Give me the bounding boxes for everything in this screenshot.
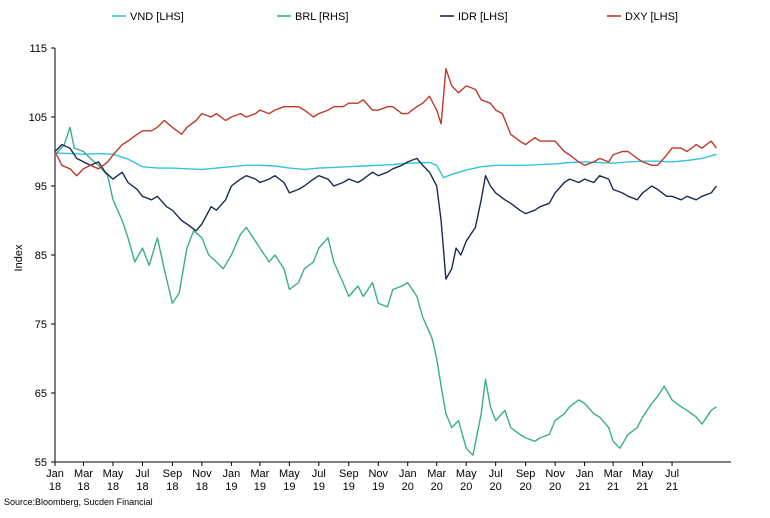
y-tick-label: 115 xyxy=(29,43,47,55)
source-note: Source:Bloomberg, Sucden Financial xyxy=(4,497,153,507)
x-tick-label: Mar 19 xyxy=(250,468,269,493)
x-tick-label: Mar 18 xyxy=(74,468,93,493)
x-tick-label: Jan 18 xyxy=(46,468,64,493)
y-tick-label: 105 xyxy=(29,112,47,124)
x-tick-label: May 18 xyxy=(103,468,124,493)
y-tick-label: 95 xyxy=(35,181,47,193)
x-tick-label: Nov 20 xyxy=(545,468,565,493)
x-tick-label: May 20 xyxy=(456,468,477,493)
chart-legend: VND [LHS] BRL [RHS] IDR [LHS] DXY [LHS] xyxy=(112,11,678,23)
x-tick-label: Sep 20 xyxy=(516,468,536,493)
x-tick-label: Sep 18 xyxy=(163,468,183,493)
legend-item-dxy-lhs: DXY [LHS] xyxy=(607,11,678,23)
y-axis: 55 65 75 85 95 105 115 xyxy=(29,43,55,469)
y-tick-label: 65 xyxy=(35,388,47,400)
x-tick-label: Nov 18 xyxy=(192,468,212,493)
x-tick-label: Jan 20 xyxy=(399,468,417,493)
x-tick-label: Jul 19 xyxy=(312,468,326,493)
x-tick-label: Sep 19 xyxy=(339,468,359,493)
series-line-dxy-lhs xyxy=(54,68,718,177)
legend-item-vnd-lhs: VND [LHS] xyxy=(112,11,184,23)
x-tick-label: Mar 21 xyxy=(604,468,623,493)
x-tick-label: Jul 18 xyxy=(135,468,149,493)
series-line-vnd-lhs xyxy=(54,152,717,179)
legend-label: BRL [RHS] xyxy=(295,11,348,23)
x-tick-label: Nov 19 xyxy=(368,468,388,493)
legend-label: IDR [LHS] xyxy=(458,11,508,23)
x-axis: Jan 18 Mar 18 May 18 Jul 18 Sep 18 Nov 18 Jan 19 Mar 19… xyxy=(46,48,731,493)
y-tick-label: 75 xyxy=(35,319,47,331)
x-tick-label: Jan 21 xyxy=(576,468,594,493)
chart-series-lines xyxy=(54,68,718,456)
y-tick-label: 85 xyxy=(35,250,47,262)
legend-label: DXY [LHS] xyxy=(625,11,678,23)
series-line-brl-rhs xyxy=(54,126,717,456)
legend-item-brl-rhs: BRL [RHS] xyxy=(277,11,348,23)
x-tick-label: Mar 20 xyxy=(427,468,446,493)
y-tick-label: 55 xyxy=(35,457,47,469)
y-axis-label: Index xyxy=(13,244,25,271)
legend-item-idr-lhs: IDR [LHS] xyxy=(440,11,508,23)
legend-label: VND [LHS] xyxy=(130,11,184,23)
x-tick-label: Jul 20 xyxy=(489,468,503,493)
x-tick-label: May 21 xyxy=(632,468,653,493)
x-tick-label: Jul 21 xyxy=(665,468,679,493)
x-tick-label: May 19 xyxy=(279,468,300,493)
x-tick-label: Jan 19 xyxy=(222,468,240,493)
series-line-idr-lhs xyxy=(54,143,718,280)
